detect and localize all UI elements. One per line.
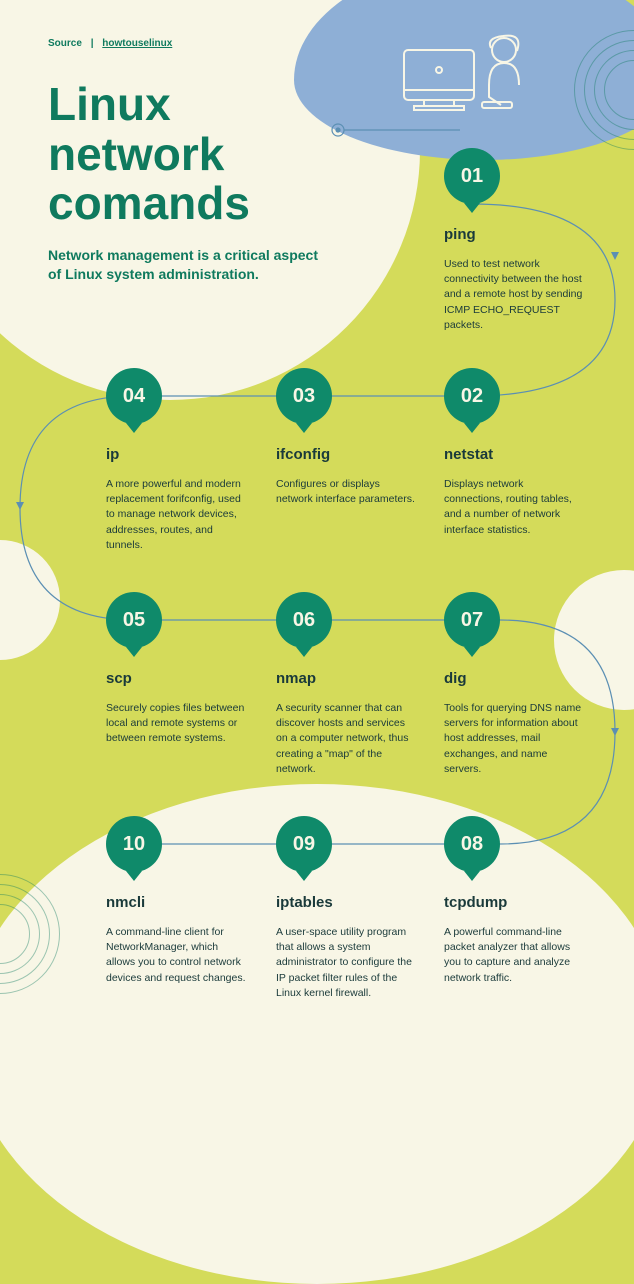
number-badge: 07 xyxy=(444,592,500,648)
command-name: dig xyxy=(444,670,584,687)
command-card-ifconfig: 03 ifconfig Configures or displays network… xyxy=(276,368,416,507)
bg-circle-cream-left xyxy=(0,540,60,660)
number-badge: 06 xyxy=(276,592,332,648)
badge-number: 06 xyxy=(293,609,315,632)
command-name: nmcli xyxy=(106,894,246,911)
command-card-nmcli: 10 nmcli A command-line client for Network… xyxy=(106,816,246,986)
command-description: Securely copies files between local and … xyxy=(106,701,246,747)
number-badge: 04 xyxy=(106,368,162,424)
command-name: ifconfig xyxy=(276,446,416,463)
badge-number: 07 xyxy=(461,609,483,632)
command-name: scp xyxy=(106,670,246,687)
command-name: iptables xyxy=(276,894,416,911)
badge-number: 10 xyxy=(123,833,145,856)
number-badge: 10 xyxy=(106,816,162,872)
command-card-iptables: 09 iptables A user-space utility program t… xyxy=(276,816,416,1001)
command-description: Configures or displays network interface… xyxy=(276,477,416,507)
number-badge: 03 xyxy=(276,368,332,424)
command-description: A user-space utility program that allows… xyxy=(276,925,416,1001)
number-badge: 01 xyxy=(444,148,500,204)
number-badge: 08 xyxy=(444,816,500,872)
number-badge: 09 xyxy=(276,816,332,872)
command-description: Used to test network connectivity betwee… xyxy=(444,257,584,333)
command-description: A security scanner that can discover hos… xyxy=(276,701,416,777)
badge-number: 08 xyxy=(461,833,483,856)
decorative-rings-top xyxy=(574,30,634,150)
decorative-rings-bottom xyxy=(0,874,60,994)
command-card-dig: 07 dig Tools for querying DNS name servers… xyxy=(444,592,584,777)
number-badge: 02 xyxy=(444,368,500,424)
page-title: Linuxnetworkcomands xyxy=(48,80,250,229)
command-card-ping: 01 ping Used to test network connectivity … xyxy=(444,148,584,333)
source-site: howtouselinux xyxy=(102,38,172,49)
command-card-scp: 05 scp Securely copies files between local… xyxy=(106,592,246,747)
command-name: nmap xyxy=(276,670,416,687)
command-card-netstat: 02 netstat Displays network connections, r… xyxy=(444,368,584,538)
source-attribution: Source | howtouselinux xyxy=(48,38,172,49)
badge-number: 03 xyxy=(293,385,315,408)
number-badge: 05 xyxy=(106,592,162,648)
badge-number: 05 xyxy=(123,609,145,632)
command-description: A powerful command-line packet analyzer … xyxy=(444,925,584,986)
source-prefix: Source xyxy=(48,38,82,49)
command-description: Displays network connections, routing ta… xyxy=(444,477,584,538)
computer-user-icon xyxy=(394,30,544,140)
command-name: netstat xyxy=(444,446,584,463)
command-description: A command-line client for NetworkManager… xyxy=(106,925,246,986)
page-subtitle: Network management is a critical aspect … xyxy=(48,246,318,284)
command-name: tcpdump xyxy=(444,894,584,911)
command-name: ping xyxy=(444,226,584,243)
command-description: A more powerful and modern replacement f… xyxy=(106,477,246,553)
command-card-nmap: 06 nmap A security scanner that can discov… xyxy=(276,592,416,777)
command-card-tcpdump: 08 tcpdump A powerful command-line packet … xyxy=(444,816,584,986)
command-name: ip xyxy=(106,446,246,463)
pipe-separator: | xyxy=(91,38,94,49)
badge-number: 02 xyxy=(461,385,483,408)
command-description: Tools for querying DNS name servers for … xyxy=(444,701,584,777)
badge-number: 01 xyxy=(461,165,483,188)
command-card-ip: 04 ip A more powerful and modern replaceme… xyxy=(106,368,246,553)
badge-number: 09 xyxy=(293,833,315,856)
badge-number: 04 xyxy=(123,385,145,408)
